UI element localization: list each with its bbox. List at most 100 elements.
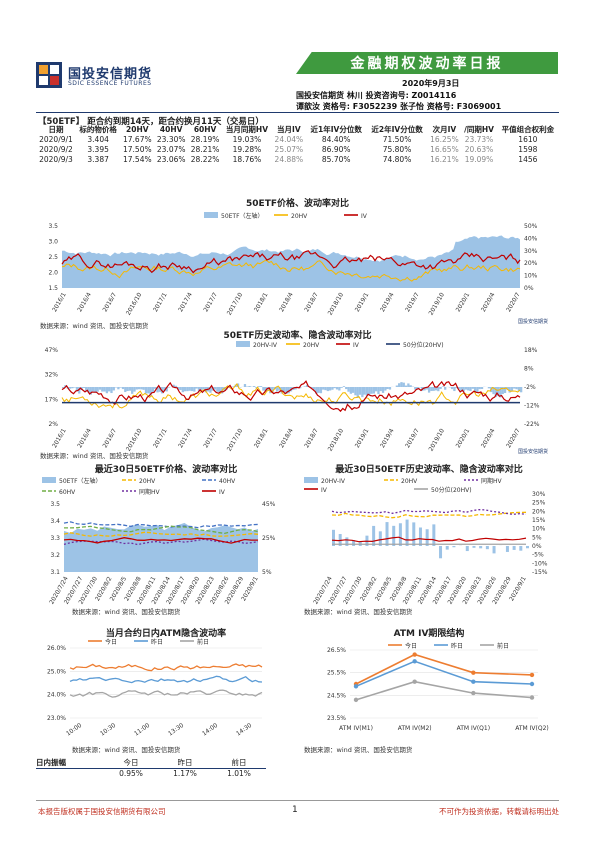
diff-bar: [402, 382, 405, 387]
y-tick-label: 50%: [524, 223, 538, 230]
diff-bar: [492, 546, 496, 554]
diff-bar: [361, 387, 364, 398]
diff-bar: [425, 387, 428, 390]
y-tick-label: 15%: [532, 517, 546, 524]
y-tick-label: 3.0: [48, 239, 58, 246]
diff-bar: [519, 546, 523, 551]
diff-bar: [385, 522, 389, 546]
x-tick-label: 10:00: [65, 722, 83, 738]
diff-bar: [78, 387, 81, 394]
x-tick-label: 2019/7: [404, 427, 421, 449]
diff-bar: [117, 387, 120, 390]
legend-label: IV: [361, 213, 368, 220]
diff-bar: [186, 387, 189, 392]
table-header: 近2年IV分位数: [371, 125, 423, 134]
table-header: 当月IV: [277, 125, 301, 134]
x-tick-label: 2017/4: [177, 427, 194, 449]
recent30-price-vol-chart: 50ETF（左轴） 20HV 40HV 60HV 同期HV IV 3.5 3.4 3.3 3.2 3…: [42, 477, 276, 606]
y-tick-label: 32%: [45, 372, 59, 379]
diff-bar: [379, 387, 382, 392]
legend-label: 50分位(20HV): [403, 341, 444, 349]
diff-bar: [347, 387, 350, 392]
x-tick-label: 2016/1: [51, 291, 68, 313]
diff-bar: [464, 387, 468, 390]
diff-bar: [462, 387, 465, 392]
table-cell: 3.395: [87, 145, 109, 154]
term-point: [471, 670, 476, 675]
table-cell: 19.28%: [232, 145, 262, 154]
iv-line: [61, 380, 521, 413]
diff-bar: [167, 387, 171, 388]
y-tick-label: 30%: [532, 491, 546, 498]
amplitude-header-yesterday: 昨日: [177, 758, 193, 767]
x-tick-label: 2017/10: [226, 291, 245, 316]
diff-bar: [432, 524, 436, 546]
diff-bar: [101, 387, 104, 392]
vol-line: [64, 525, 259, 535]
legend-label: 今日: [405, 642, 417, 650]
legend-label: 20HV-IV: [253, 342, 278, 349]
diff-bar: [409, 385, 412, 387]
x-tick-label: 2017/1: [152, 291, 169, 313]
report-date: 2020年9月3日: [402, 79, 460, 88]
x-tick-label: 2017/7: [202, 291, 219, 313]
diff-bar: [345, 387, 348, 390]
recent30-hv-iv-chart: 20HV-IV 20HV 同期HV IV 50分位(20HV) 30% 25%20% 15% 1…: [304, 477, 548, 606]
table-cell: 24.88%: [274, 155, 304, 164]
vol-line: [63, 538, 259, 546]
analyst-line-1: 国投安信期货 林川 投资咨询号: Z0014116: [296, 91, 457, 100]
diff-bar: [476, 387, 479, 393]
diff-bar: [131, 387, 134, 394]
diff-bar: [331, 387, 334, 390]
legend-label: 昨日: [151, 638, 163, 646]
diff-bar: [381, 387, 385, 393]
table-title: 【50ETF】 距合约到期14天，距合约换月11天（交易日）: [38, 117, 264, 127]
table-header: 近1年IV分位数: [310, 125, 362, 134]
diff-bar: [156, 387, 159, 393]
diff-bar: [89, 387, 92, 395]
vol-line: [63, 531, 259, 537]
legend-label: 20HV: [291, 213, 308, 220]
table-cell: 2020/9/3: [39, 155, 73, 164]
diff-bar: [172, 384, 175, 387]
table-row: 2020/9/3 3.387 17.54% 23.06% 28.22% 18.76% 24.…: [36, 155, 559, 165]
diff-bar: [271, 387, 274, 393]
y-tick-label: 25.5%: [327, 670, 346, 677]
amplitude-header-today: 今日: [123, 758, 139, 767]
legend-label: 20HV-IV: [321, 478, 346, 485]
y-tick-label: 25.0%: [47, 668, 66, 675]
table-cell: 23.30%: [156, 135, 186, 144]
x-tick-label: ATM IV(M1): [339, 725, 373, 732]
y-tick-label: 0%: [532, 543, 542, 550]
report-title: 金融期权波动率日报: [350, 56, 504, 72]
table-cell: 23.07%: [156, 145, 186, 154]
x-tick-label: 2016/4: [76, 291, 93, 313]
diff-bar: [305, 384, 309, 387]
diff-bar: [492, 387, 495, 395]
legend-swatch: [42, 477, 56, 483]
x-tick-label: 2018/7: [303, 291, 320, 313]
legend-label: 前日: [497, 642, 509, 650]
diff-bar: [151, 387, 155, 392]
y-tick-label: 45%: [262, 501, 276, 508]
diff-bar: [280, 387, 283, 394]
chart6-title: ATM IV期限结构: [393, 629, 465, 639]
diff-bar: [427, 387, 431, 393]
diff-bar: [358, 387, 362, 395]
diff-bar: [478, 387, 481, 390]
diff-bar: [310, 387, 313, 389]
table-header: 60HV: [193, 125, 217, 134]
x-tick-label: ATM IV(Q1): [457, 725, 490, 732]
legend-label: 60HV: [59, 489, 76, 496]
term-line: [355, 660, 533, 688]
legend-label: 昨日: [451, 642, 463, 650]
legend-label: 同期HV: [139, 488, 161, 496]
diff-bar: [110, 387, 113, 394]
table-cell: 17.50%: [123, 145, 152, 154]
y-tick-label: 30%: [524, 248, 538, 255]
y-tick-label: 3.4: [50, 518, 60, 525]
diff-bar: [154, 387, 157, 389]
diff-bar: [501, 387, 504, 395]
diff-bar: [147, 387, 150, 394]
diff-bar: [515, 387, 518, 390]
